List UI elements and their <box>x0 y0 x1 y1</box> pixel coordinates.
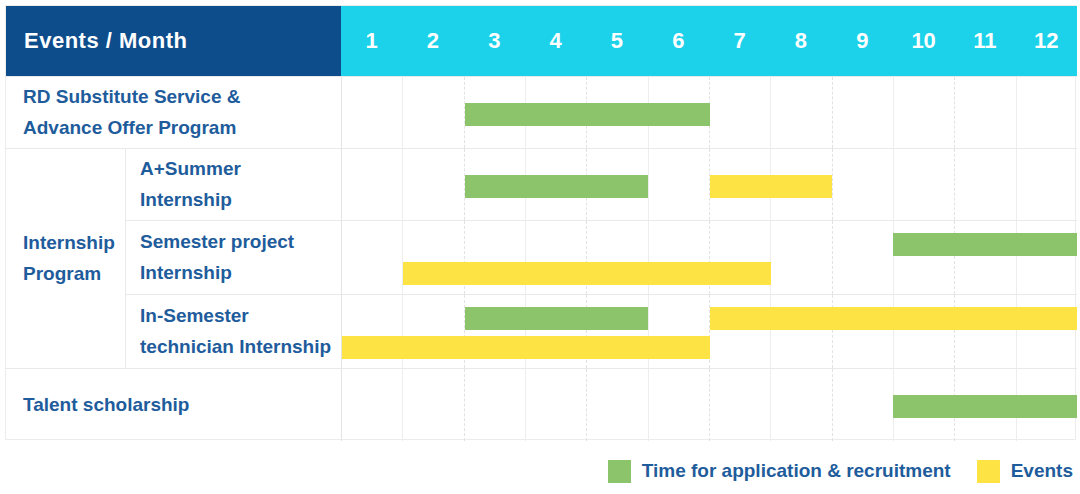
month-cell <box>894 295 955 368</box>
month-cell <box>955 77 1016 148</box>
row-label-text: A+Summer Internship <box>140 154 241 215</box>
chart-row-semester-project <box>341 220 1077 294</box>
month-header-10: 10 <box>893 6 954 76</box>
month-cell <box>403 77 464 148</box>
application-bar <box>893 233 1077 256</box>
month-cell <box>1017 221 1077 294</box>
month-cell <box>955 221 1016 294</box>
schedule-table: Events / Month 123456789101112 RD Substi… <box>5 5 1076 440</box>
month-cell <box>1017 149 1077 220</box>
month-cell <box>587 369 648 441</box>
event-bar <box>710 175 833 198</box>
row-label-text: Talent scholarship <box>23 390 189 420</box>
month-cell <box>894 221 955 294</box>
month-cell <box>649 149 710 220</box>
month-header-6: 6 <box>648 6 709 76</box>
month-cell <box>833 149 894 220</box>
month-header-row: 123456789101112 <box>341 6 1077 76</box>
month-cell <box>526 369 587 441</box>
legend-item-events: Events <box>977 460 1073 483</box>
chart-row-rd-substitute <box>341 76 1077 148</box>
month-cell <box>894 149 955 220</box>
month-cell <box>342 221 403 294</box>
chart-row-talent-scholarship <box>341 368 1077 441</box>
month-header-12: 12 <box>1016 6 1077 76</box>
event-bar <box>403 262 771 285</box>
month-cell <box>1017 295 1077 368</box>
month-cell <box>342 369 403 441</box>
application-bar <box>465 103 710 126</box>
month-cell <box>710 77 771 148</box>
application-swatch-icon <box>608 460 631 483</box>
month-header-4: 4 <box>525 6 586 76</box>
month-cell <box>710 295 771 368</box>
month-cell <box>833 295 894 368</box>
row-label-text: Semester project Internship <box>140 227 294 288</box>
row-label-rd-substitute: RD Substitute Service & Advance Offer Pr… <box>6 76 341 148</box>
month-header-5: 5 <box>586 6 647 76</box>
legend-events-label: Events <box>1011 460 1073 482</box>
month-cell <box>710 369 771 441</box>
month-header-11: 11 <box>954 6 1015 76</box>
month-cell <box>894 77 955 148</box>
application-bar <box>465 307 649 330</box>
month-cell <box>771 295 832 368</box>
month-header-8: 8 <box>770 6 831 76</box>
event-bar <box>710 307 1078 330</box>
group-label-text: Internship Program <box>23 228 115 289</box>
legend-application-label: Time for application & recruitment <box>642 460 951 482</box>
month-header-9: 9 <box>832 6 893 76</box>
month-cell <box>1017 77 1077 148</box>
chart-row-a-plus-summer <box>341 148 1077 220</box>
month-cell <box>342 77 403 148</box>
events-swatch-icon <box>977 460 1000 483</box>
month-header-2: 2 <box>402 6 463 76</box>
gantt-schedule-chart: Events / Month 123456789101112 RD Substi… <box>0 0 1080 494</box>
chart-row-in-semester-technician <box>341 294 1077 368</box>
month-cell <box>955 149 1016 220</box>
month-cell <box>403 149 464 220</box>
event-bar <box>342 336 710 359</box>
application-bar <box>893 395 1077 418</box>
row-label-in-semester-technician: In-Semester technician Internship <box>125 294 341 368</box>
month-cell <box>955 295 1016 368</box>
month-header-7: 7 <box>709 6 770 76</box>
month-cell <box>771 221 832 294</box>
month-cell <box>465 369 526 441</box>
month-cell <box>833 77 894 148</box>
row-label-a-plus-summer: A+Summer Internship <box>125 148 341 220</box>
events-month-header-label: Events / Month <box>24 28 187 54</box>
month-cell <box>833 221 894 294</box>
legend-item-application: Time for application & recruitment <box>608 460 951 483</box>
application-bar <box>465 175 649 198</box>
row-label-semester-project: Semester project Internship <box>125 220 341 294</box>
month-cell <box>833 369 894 441</box>
legend: Time for application & recruitment Event… <box>608 453 1073 489</box>
events-month-header: Events / Month <box>6 6 341 76</box>
row-label-text: In-Semester technician Internship <box>140 301 331 362</box>
month-cell <box>342 149 403 220</box>
group-label-internship-program: Internship Program <box>6 148 125 368</box>
row-label-talent-scholarship: Talent scholarship <box>6 368 341 441</box>
row-label-text: RD Substitute Service & Advance Offer Pr… <box>23 82 241 143</box>
month-header-3: 3 <box>464 6 525 76</box>
month-header-1: 1 <box>341 6 402 76</box>
month-cell <box>649 369 710 441</box>
month-cell <box>771 369 832 441</box>
month-cell <box>771 77 832 148</box>
month-cell <box>403 369 464 441</box>
